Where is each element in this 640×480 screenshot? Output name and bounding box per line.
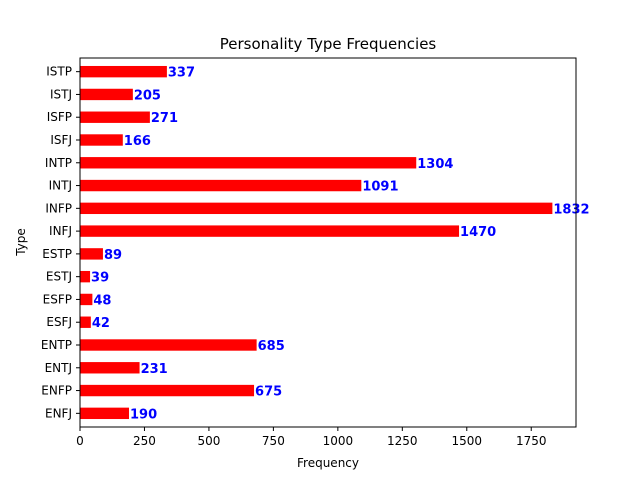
bar-istp <box>80 65 167 78</box>
y-tick-label-esfp: ESFP <box>43 292 72 306</box>
bar-entj <box>80 362 140 374</box>
x-axis-title: Frequency <box>297 456 359 470</box>
value-label-estj: 39 <box>91 271 109 286</box>
y-tick-label-intp: INTP <box>45 156 72 170</box>
y-tick-label-estp: ESTP <box>42 247 72 261</box>
bar-intj <box>80 179 362 192</box>
y-tick-label-estj: ESTJ <box>46 270 72 284</box>
x-tick-label-1250: 1250 <box>387 434 418 448</box>
value-label-infj: 1470 <box>460 225 496 240</box>
bar-isfp <box>80 111 150 123</box>
bar-istj <box>80 88 133 101</box>
y-tick-label-intj: INTJ <box>49 179 72 193</box>
x-tick-label-500: 500 <box>197 434 220 448</box>
y-tick-label-istp: ISTP <box>46 65 72 79</box>
value-label-esfp: 48 <box>93 293 111 308</box>
bar-esfj <box>80 316 91 328</box>
x-axis: 0 250 500 750 1000 1250 1500 1750 <box>76 427 547 448</box>
x-tick-label-750: 750 <box>262 434 285 448</box>
bar-enfj <box>80 407 129 420</box>
value-label-esfj: 42 <box>92 316 110 331</box>
y-tick-label-enfj: ENFJ <box>45 406 72 420</box>
bar-estp <box>80 248 103 260</box>
bar-intp <box>80 157 417 169</box>
y-tick-label-isfj: ISFJ <box>50 133 72 147</box>
y-tick-label-infp: INFP <box>45 201 72 215</box>
value-label-isfp: 271 <box>151 111 178 126</box>
value-label-intp: 1304 <box>417 157 453 172</box>
bar-isfj <box>80 134 123 146</box>
x-tick-label-250: 250 <box>133 434 156 448</box>
value-label-enfp: 675 <box>255 385 282 400</box>
bar-estj <box>80 270 91 283</box>
y-axis-title: Type <box>14 228 28 257</box>
y-tick-label-infj: INFJ <box>49 224 72 238</box>
y-axis: ENFJ ENFP ENTJ ENTP ESFJ ESFP ESTJ ESTP INFJ INFP… <box>41 65 80 420</box>
x-tick-label-0: 0 <box>76 434 84 448</box>
value-labels: 1906752316854248398914701832109113041662… <box>91 66 590 423</box>
value-label-isfj: 166 <box>124 134 151 149</box>
bar-infj <box>80 225 460 237</box>
plot-frame <box>79 57 577 428</box>
y-tick-label-entp: ENTP <box>41 338 72 352</box>
value-label-entj: 231 <box>141 362 168 377</box>
x-tick-label-1000: 1000 <box>323 434 354 448</box>
bar-entp <box>80 339 257 351</box>
value-label-istj: 205 <box>134 88 161 103</box>
value-label-enfj: 190 <box>130 407 157 422</box>
bar-enfp <box>80 384 255 397</box>
bar-esfp <box>80 293 93 306</box>
y-tick-label-enfp: ENFP <box>41 384 72 398</box>
value-label-intj: 1091 <box>362 180 398 195</box>
value-label-infp: 1832 <box>553 202 589 217</box>
bar-infp <box>80 202 553 215</box>
chart-title: Personality Type Frequencies <box>220 35 437 53</box>
y-tick-label-isfp: ISFP <box>47 110 72 124</box>
x-tick-label-1750: 1750 <box>516 434 547 448</box>
y-tick-label-istj: ISTJ <box>50 87 72 101</box>
y-tick-label-esfj: ESFJ <box>46 315 72 329</box>
x-tick-label-1500: 1500 <box>452 434 483 448</box>
bars <box>80 65 553 420</box>
value-label-entp: 685 <box>258 339 285 354</box>
y-tick-label-entj: ENTJ <box>45 361 72 375</box>
value-label-estp: 89 <box>104 248 122 263</box>
value-label-istp: 337 <box>168 66 195 81</box>
